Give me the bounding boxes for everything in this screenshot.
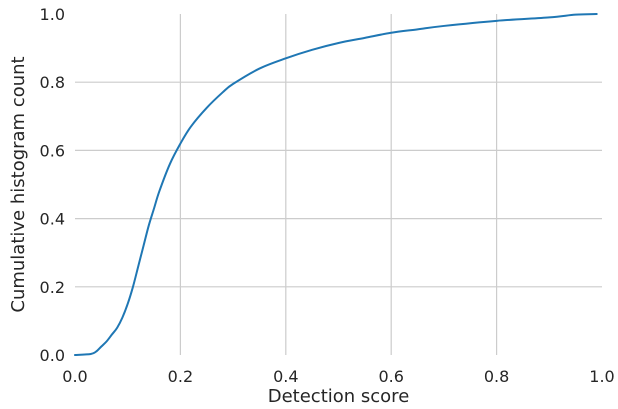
x-tick-label: 0.6 (378, 367, 403, 386)
y-tick-label: 1.0 (40, 5, 65, 24)
x-tick-label: 0.2 (168, 367, 193, 386)
x-tick-labels: 0.0 0.2 0.4 0.6 0.8 1.0 (62, 367, 614, 386)
series-layer (74, 13, 598, 356)
x-tick-label: 0.8 (484, 367, 509, 386)
x-axis-label: Detection score (268, 386, 410, 407)
y-tick-label: 0.8 (40, 73, 65, 92)
x-tick-label: 0.4 (273, 367, 298, 386)
y-tick-label: 0.2 (40, 278, 65, 297)
y-tick-labels: 0.0 0.2 0.4 0.6 0.8 1.0 (40, 5, 65, 365)
y-axis-label: Cumulative histogram count (8, 56, 29, 312)
grid (75, 14, 602, 355)
x-tick-label: 1.0 (589, 367, 614, 386)
y-tick-label: 0.0 (40, 346, 65, 365)
y-tick-label: 0.6 (40, 141, 65, 160)
y-tick-label: 0.4 (40, 210, 65, 229)
x-tick-label: 0.0 (62, 367, 87, 386)
series-line (74, 13, 598, 356)
